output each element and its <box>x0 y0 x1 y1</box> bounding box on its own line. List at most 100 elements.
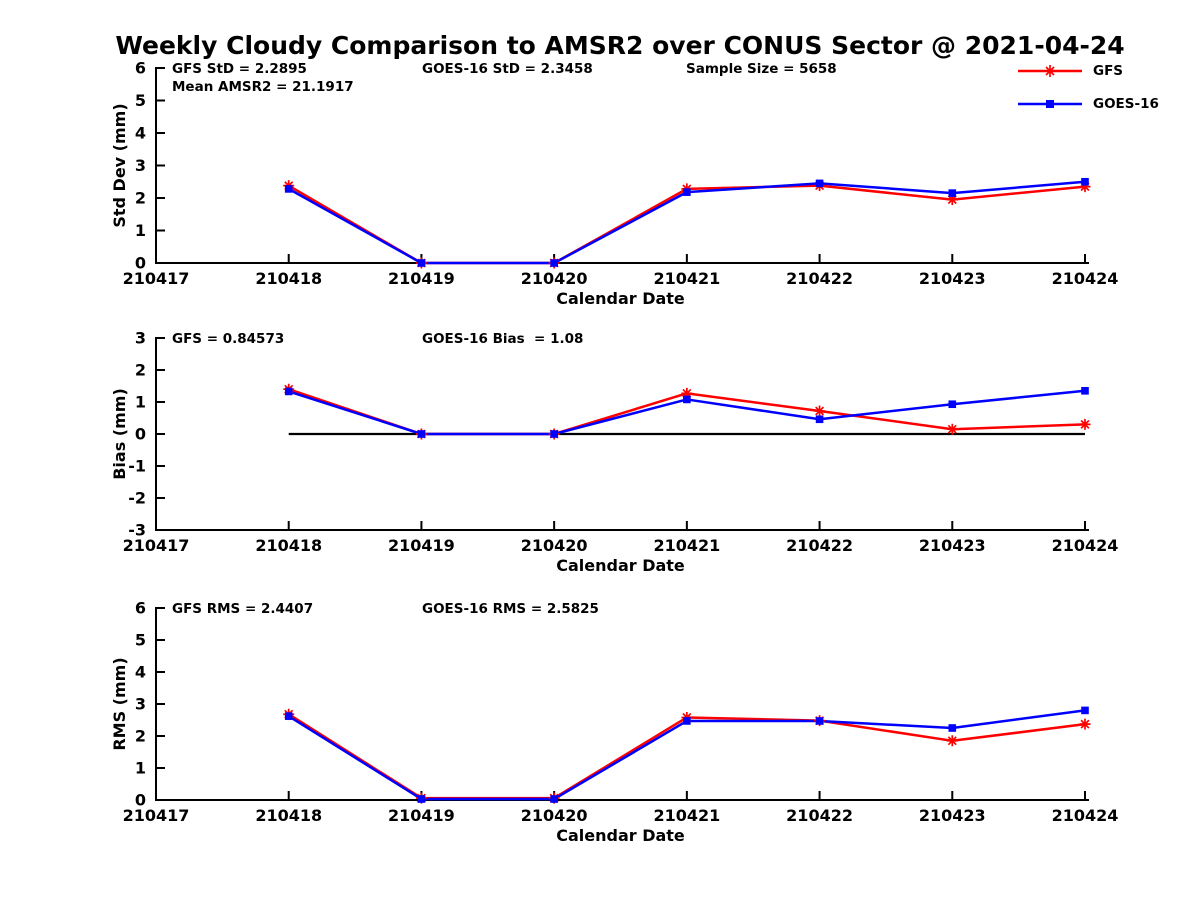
gfs-asterisk-marker <box>814 405 826 417</box>
legend-item-gfs: GFS <box>1016 63 1123 79</box>
x-tick-label: 210417 <box>123 806 190 825</box>
y-tick-label: 0 <box>135 791 146 810</box>
x-tick-label: 210421 <box>653 806 720 825</box>
goes16-square-marker <box>550 259 558 267</box>
x-tick-label: 210419 <box>388 536 455 555</box>
y-tick-label: 0 <box>135 254 146 273</box>
x-tick-label: 210421 <box>653 536 720 555</box>
x-tick-label: 210420 <box>521 806 588 825</box>
annotation-std-dev-1-0: GOES-16 StD = 2.3458 <box>422 61 593 77</box>
gfs-asterisk-marker <box>1079 418 1091 430</box>
legend-item-goes16: GOES-16 <box>1016 96 1159 112</box>
x-tick-label: 210423 <box>919 806 986 825</box>
y-tick-label: 4 <box>135 124 146 143</box>
y-tick-label: 0 <box>135 425 146 444</box>
y-axis-title-std-dev: Std Dev (mm) <box>110 103 129 227</box>
gfs-asterisk-marker <box>946 423 958 435</box>
goes16-square-marker <box>1081 706 1089 715</box>
x-tick-label: 210422 <box>786 269 853 288</box>
goes16-square-marker <box>815 717 824 725</box>
y-tick-label: 2 <box>135 361 146 380</box>
x-tick-label: 210423 <box>919 269 986 288</box>
legend-label-goes16: GOES-16 <box>1093 96 1159 112</box>
x-tick-label: 210422 <box>786 806 853 825</box>
y-tick-label: 4 <box>135 663 146 682</box>
annotation-rms-0-0: GFS RMS = 2.4407 <box>172 601 313 617</box>
x-tick-label: 210419 <box>388 806 455 825</box>
x-axis-title-std-dev: Calendar Date <box>556 289 685 308</box>
goes16-square-marker <box>284 712 293 720</box>
goes16-square-marker <box>815 179 824 188</box>
goes16-square-marker <box>683 717 691 725</box>
gfs-asterisk-icon <box>1044 65 1056 77</box>
y-tick-label: 6 <box>135 599 146 618</box>
x-tick-label: 210424 <box>1052 536 1119 555</box>
gfs-asterisk-marker <box>1079 718 1091 730</box>
gfs-line-marker-icon <box>1018 65 1082 77</box>
annotation-std-dev-0-0: GFS StD = 2.2895 <box>172 61 307 77</box>
goes16-square-marker <box>417 259 426 267</box>
x-tick-label: 210424 <box>1052 806 1119 825</box>
goes16-square-marker <box>948 724 957 732</box>
y-tick-label: 3 <box>135 695 146 714</box>
y-tick-label: -1 <box>128 457 146 476</box>
y-tick-label: 1 <box>135 393 146 412</box>
goes16-square-marker <box>284 185 293 193</box>
goes16-square-marker <box>683 188 691 196</box>
gfs-asterisk-marker <box>1079 181 1091 193</box>
x-tick-label: 210418 <box>255 806 322 825</box>
annotation-bias-0-0: GFS = 0.84573 <box>172 331 284 347</box>
y-tick-label: 3 <box>135 329 146 348</box>
figure-title: Weekly Cloudy Comparison to AMSR2 over C… <box>115 31 1125 60</box>
goes16-square-icon <box>1046 100 1054 108</box>
x-tick-label: 210418 <box>255 536 322 555</box>
y-tick-label: 1 <box>135 759 146 778</box>
goes16-square-marker <box>948 189 957 197</box>
x-tick-label: 210423 <box>919 536 986 555</box>
annotation-std-dev-2-0: Sample Size = 5658 <box>686 61 837 77</box>
x-tick-label: 210417 <box>123 269 190 288</box>
y-axis-title-bias: Bias (mm) <box>110 388 129 480</box>
y-tick-label: -2 <box>128 489 146 508</box>
goes16-square-marker <box>550 795 558 803</box>
goes16-square-marker <box>948 400 957 409</box>
x-tick-label: 210418 <box>255 269 322 288</box>
annotation-rms-1-0: GOES-16 RMS = 2.5825 <box>422 601 599 617</box>
x-tick-label: 210421 <box>653 269 720 288</box>
goes16-line-marker-icon <box>1018 100 1082 108</box>
y-tick-label: 3 <box>135 156 146 175</box>
gfs-asterisk-marker <box>681 387 693 399</box>
legend-label-gfs: GFS <box>1093 63 1124 79</box>
goes16-square-marker <box>417 795 426 803</box>
y-tick-label: 5 <box>135 631 146 650</box>
y-tick-label: 2 <box>135 189 146 208</box>
y-axis-title-rms: RMS (mm) <box>110 657 129 750</box>
x-tick-label: 210417 <box>123 536 190 555</box>
goes16-square-marker <box>1081 387 1089 395</box>
y-tick-label: 1 <box>135 221 146 240</box>
goes16-square-marker <box>417 430 426 438</box>
gfs-asterisk-marker <box>946 194 958 206</box>
goes16-square-marker <box>815 415 824 424</box>
x-tick-label: 210420 <box>521 269 588 288</box>
y-tick-label: 6 <box>135 59 146 78</box>
x-tick-label: 210419 <box>388 269 455 288</box>
y-tick-label: 2 <box>135 727 146 746</box>
x-tick-label: 210422 <box>786 536 853 555</box>
gfs-series-line-std-dev <box>288 184 1086 265</box>
annotation-std-dev-0-1: Mean AMSR2 = 21.1917 <box>172 79 354 95</box>
goes16-square-marker <box>1081 177 1089 186</box>
gfs-asterisk-marker <box>946 735 958 747</box>
x-tick-label: 210420 <box>521 536 588 555</box>
goes16-square-marker <box>284 387 293 396</box>
annotation-bias-1-0: GOES-16 Bias = 1.08 <box>422 331 583 347</box>
y-tick-label: -3 <box>128 521 146 540</box>
y-tick-label: 5 <box>135 91 146 110</box>
goes16-square-marker <box>550 430 558 438</box>
x-tick-label: 210424 <box>1052 269 1119 288</box>
goes16-square-marker <box>683 395 691 404</box>
x-axis-title-rms: Calendar Date <box>556 826 685 845</box>
x-axis-title-bias: Calendar Date <box>556 556 685 575</box>
